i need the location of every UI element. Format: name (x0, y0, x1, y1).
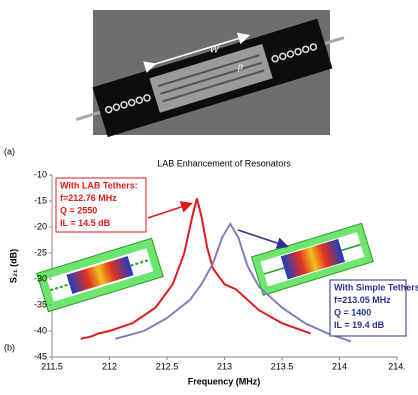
x-tick-label: 212 (102, 361, 117, 371)
annotation-box (329, 279, 407, 337)
y-tick-label: -10 (34, 169, 47, 179)
panel-label: (b) (4, 342, 15, 352)
annotation-box (55, 177, 147, 233)
x-tick-label: 213 (217, 361, 232, 371)
y-axis-label: S₂₁ (dB) (8, 249, 18, 283)
x-tick-label: 214 (332, 361, 347, 371)
x-tick-label: 211.5 (41, 361, 63, 371)
panel-label: (a) (4, 146, 15, 156)
pitch-label: p (237, 61, 243, 71)
series-line (115, 221, 352, 343)
inset-lab (36, 237, 164, 313)
chart-title: LAB Enhancement of Resonators (157, 158, 291, 168)
annotation-text: f=212.76 MHz (60, 193, 117, 203)
width-label: W (210, 44, 220, 54)
y-tick-label: -45 (34, 351, 47, 361)
x-tick-label: 213.5 (271, 361, 294, 371)
annotation-text: With LAB Tethers: (60, 180, 138, 190)
annotation-text: Q = 2550 (60, 205, 97, 215)
y-tick-label: -20 (34, 221, 47, 231)
arrow (237, 229, 289, 249)
series-line (80, 198, 312, 340)
annotation-text: IL = 19.4 dB (334, 320, 385, 330)
y-tick-label: -40 (34, 325, 47, 335)
annotation-text: IL = 14.5 dB (60, 218, 111, 228)
annotation-text: Q = 1400 (334, 307, 371, 317)
y-tick-label: -15 (34, 195, 47, 205)
arrow (147, 201, 193, 219)
sem-image: W p (75, 10, 345, 138)
y-tick-label: -30 (34, 273, 47, 283)
annotation-text: f=213.05 MHz (334, 295, 391, 305)
inset-simple (250, 222, 374, 296)
x-tick-label: 212.5 (156, 361, 179, 371)
annotation-text: With Simple Tethers: (334, 282, 418, 292)
x-axis-label: Frequency (MHz) (188, 376, 261, 386)
y-tick-label: -25 (34, 247, 47, 257)
y-tick-label: -35 (34, 299, 47, 309)
x-tick-label: 214. (388, 361, 406, 371)
